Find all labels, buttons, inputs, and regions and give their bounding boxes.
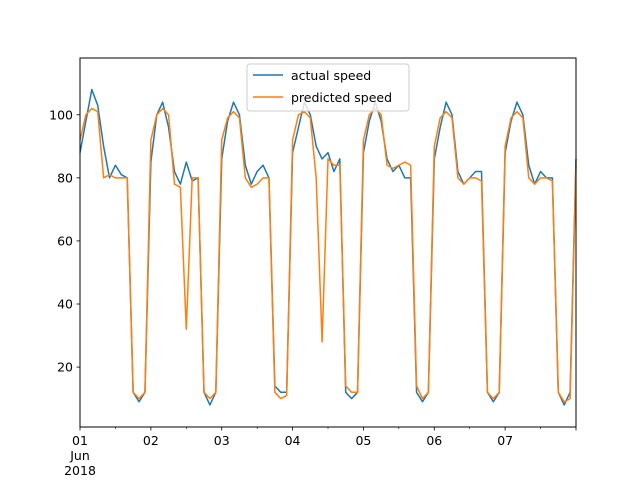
series-layer bbox=[79, 88, 577, 406]
legend: actual speed predicted speed bbox=[246, 63, 410, 112]
plot-frame bbox=[79, 57, 577, 428]
x-tick-sublabel: 2018 bbox=[64, 463, 96, 478]
x-tick-sublabel: Jun bbox=[69, 448, 90, 463]
y-tick-label: 80 bbox=[57, 170, 73, 185]
y-tick-label: 60 bbox=[57, 233, 73, 248]
y-tick-label: 100 bbox=[49, 107, 73, 122]
legend-box bbox=[246, 63, 410, 112]
x-tick-label: 01 bbox=[72, 433, 88, 448]
y-tick-label: 40 bbox=[57, 297, 73, 312]
x-tick-label: 03 bbox=[214, 433, 230, 448]
legend-label-predicted-speed: predicted speed bbox=[291, 90, 392, 105]
x-tick-label: 04 bbox=[285, 433, 301, 448]
series-line-predicted-speed bbox=[79, 107, 577, 403]
x-tick-label: 07 bbox=[497, 433, 513, 448]
y-axis: 20 40 60 80 100 bbox=[49, 107, 80, 375]
x-tick-label: 06 bbox=[426, 433, 442, 448]
x-tick-label: 02 bbox=[143, 433, 159, 448]
x-tick-label: 05 bbox=[355, 433, 371, 448]
y-tick-label: 20 bbox=[57, 360, 73, 375]
series-line-actual-speed bbox=[79, 88, 577, 406]
legend-label-actual-speed: actual speed bbox=[291, 68, 371, 83]
